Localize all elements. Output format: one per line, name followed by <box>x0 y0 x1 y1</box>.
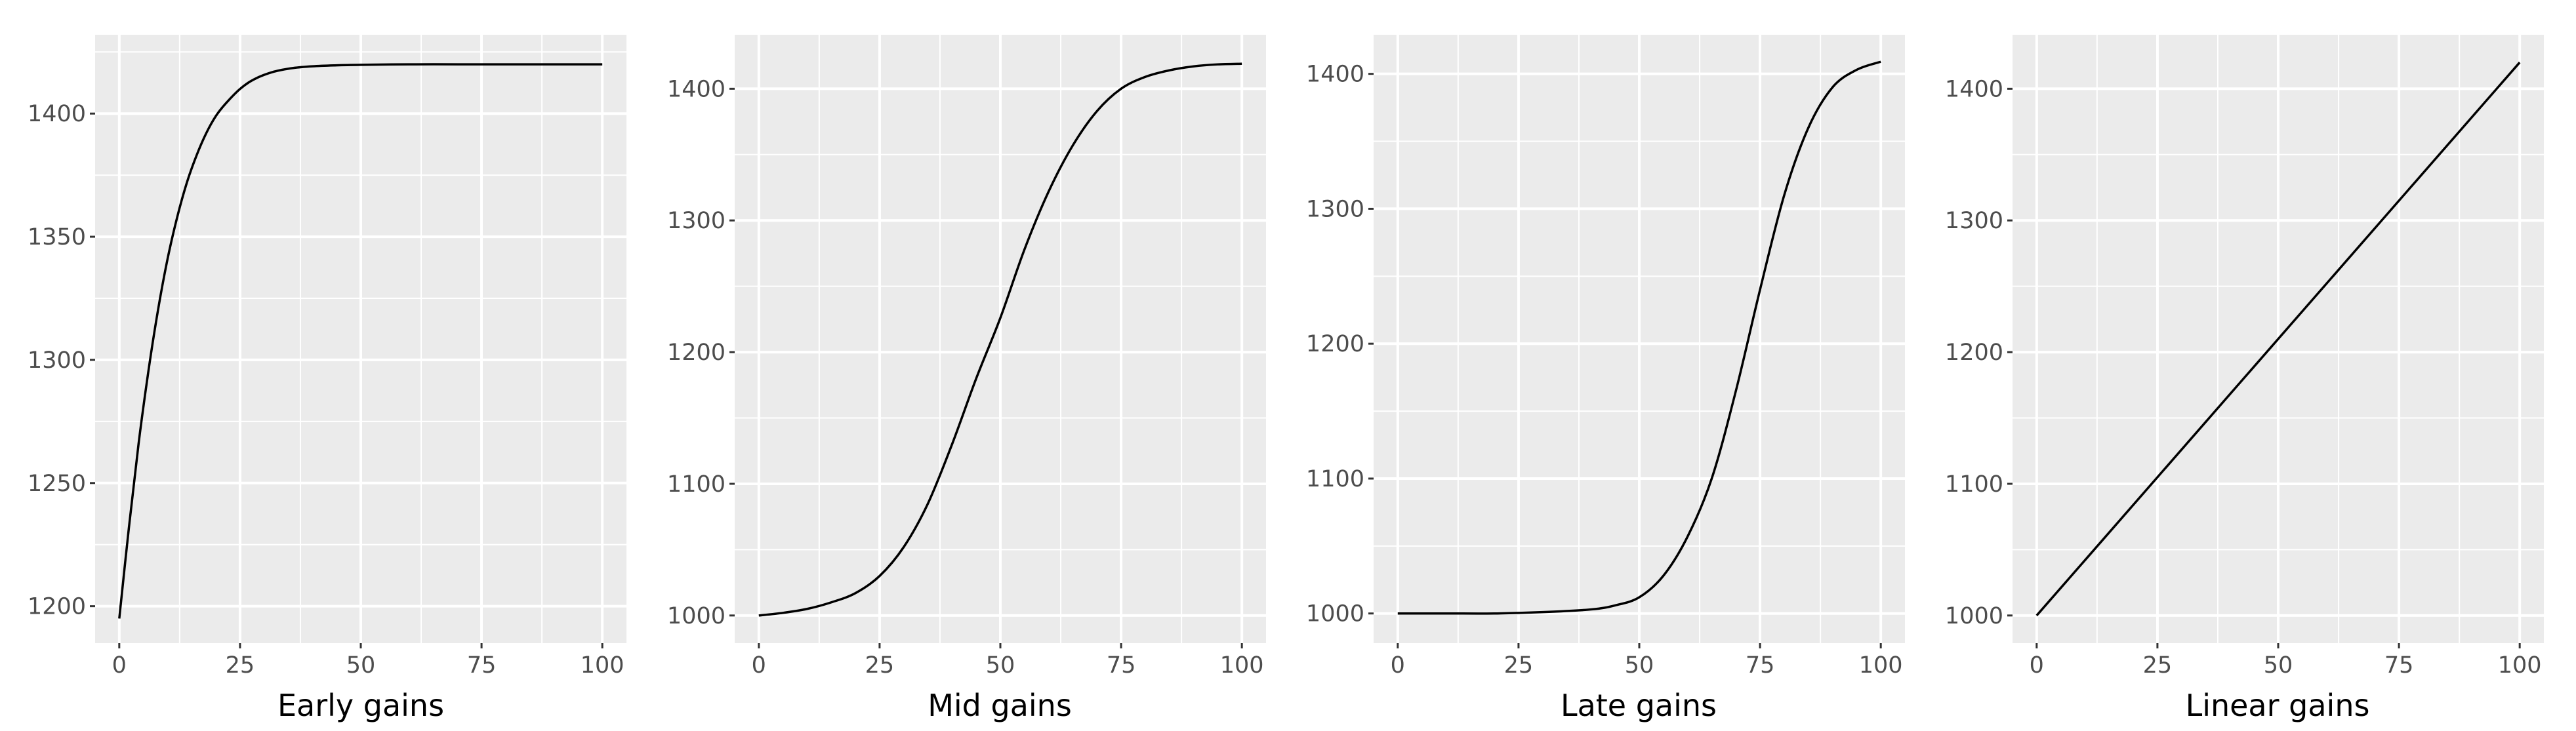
x-tick-label: 25 <box>865 652 895 679</box>
y-tick-label: 1100 <box>1306 466 1364 492</box>
x-tick-label: 75 <box>2384 652 2414 679</box>
x-tick-label: 50 <box>346 652 376 679</box>
y-tick-label: 1300 <box>28 347 86 374</box>
y-tick-label: 1200 <box>667 340 726 366</box>
x-tick-label: 100 <box>581 652 624 679</box>
x-axis-title-late-gains: Late gains <box>1561 688 1717 723</box>
x-tick-label: 75 <box>1107 652 1136 679</box>
x-tick-label: 0 <box>2030 652 2044 679</box>
y-tick-label: 1000 <box>1945 603 2003 629</box>
y-tick-label: 1200 <box>1306 331 1364 357</box>
panel-mid-gains: 0 25 50 75 100 1000 1100 1200 1300 1400 Mid gains <box>667 35 1266 723</box>
x-axis-title-linear-gains: Linear gains <box>2186 688 2370 723</box>
x-tick-label: 75 <box>467 652 497 679</box>
x-axis-title-mid-gains: Mid gains <box>928 688 1072 723</box>
x-tick-label: 100 <box>1859 652 1903 679</box>
y-tick-label: 1100 <box>1945 471 2003 498</box>
series-line-linear-gains <box>2035 62 2521 616</box>
panel-linear-gains: 0 25 50 75 100 1000 1100 1200 1300 1400 Linear ga… <box>1945 35 2544 723</box>
y-tick-label: 1300 <box>1306 196 1364 222</box>
series-line-late-gains <box>1397 60 1881 615</box>
y-tick-label: 1100 <box>667 471 726 498</box>
x-tick-label: 0 <box>752 652 766 679</box>
x-tick-label: 75 <box>1746 652 1775 679</box>
y-tick-label: 1200 <box>1945 340 2003 366</box>
y-tick-label: 1350 <box>28 224 86 250</box>
x-tick-label: 25 <box>226 652 255 679</box>
y-tick-label: 1300 <box>1945 208 2003 234</box>
y-tick-label: 1400 <box>1306 62 1364 88</box>
x-axis-title-early-gains: Early gains <box>277 688 444 723</box>
y-tick-label: 1250 <box>28 471 86 497</box>
x-tick-label: 0 <box>1391 652 1405 679</box>
series-line-early-gains <box>118 63 603 619</box>
y-tick-label: 1000 <box>667 603 726 629</box>
y-tick-label: 1400 <box>28 101 86 127</box>
x-tick-label: 100 <box>2498 652 2542 679</box>
x-tick-label: 50 <box>2264 652 2293 679</box>
panel-late-gains: 0 25 50 75 100 1000 1100 1200 1300 1400 Late gain… <box>1306 35 1905 723</box>
y-tick-label: 1000 <box>1306 601 1364 627</box>
x-tick-label: 100 <box>1220 652 1264 679</box>
y-tick-label: 1400 <box>1945 76 2003 102</box>
y-tick-label: 1300 <box>667 208 726 234</box>
x-tick-label: 50 <box>1625 652 1654 679</box>
x-tick-label: 50 <box>986 652 1015 679</box>
x-tick-label: 25 <box>1504 652 1534 679</box>
x-tick-label: 25 <box>2143 652 2173 679</box>
x-tick-label: 0 <box>112 652 127 679</box>
series-line-mid-gains <box>758 62 1242 617</box>
panel-early-gains: 0 25 50 75 100 1200 1250 1300 1350 1400 Early gai… <box>28 35 626 723</box>
y-tick-label: 1400 <box>667 76 726 102</box>
y-tick-label: 1200 <box>28 594 86 620</box>
